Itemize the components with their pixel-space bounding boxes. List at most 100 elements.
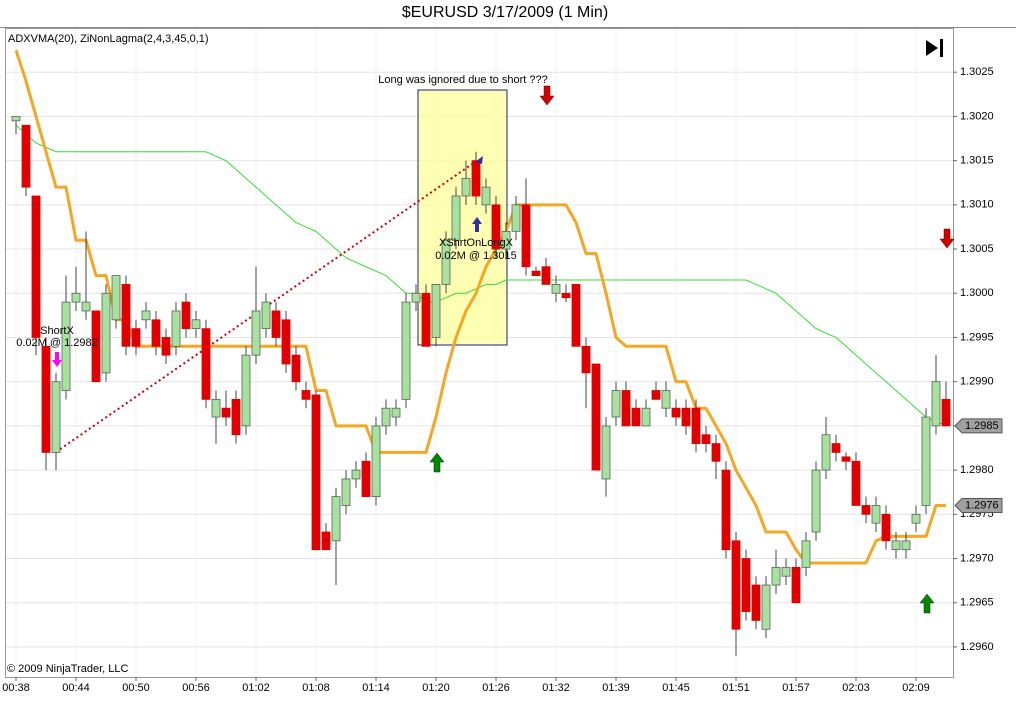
candle-body xyxy=(631,407,641,427)
candle-body xyxy=(101,292,111,374)
candle-body xyxy=(571,284,581,347)
arrow-down xyxy=(539,85,555,106)
candle-body xyxy=(471,160,481,197)
arrow-exit xyxy=(472,217,482,232)
candle-body xyxy=(251,310,261,356)
candle-body xyxy=(551,284,561,294)
play-icon-bar xyxy=(940,39,943,57)
candle-body xyxy=(531,270,541,276)
candle-body xyxy=(191,319,201,330)
y-tick-label: 1.2980 xyxy=(960,464,994,476)
candle-body xyxy=(41,345,51,453)
candle-body xyxy=(241,354,251,427)
candle-body xyxy=(401,301,411,400)
candle-body xyxy=(321,531,331,551)
candle-body xyxy=(61,301,71,391)
candle-body xyxy=(651,390,661,400)
y-tick-label: 1.3025 xyxy=(960,66,994,78)
annotation: XShrtOnLongX xyxy=(439,237,514,249)
candle-body xyxy=(891,540,901,551)
candle-body xyxy=(771,566,781,586)
arrow-exit xyxy=(475,156,483,164)
indicator-label: ADXVMA(20), ZiNonLagma(2,4,3,45,0,1) xyxy=(8,33,209,45)
y-tick-label: 1.3005 xyxy=(960,243,994,255)
candle-body xyxy=(211,398,221,418)
candle-body xyxy=(921,416,931,506)
candle-body xyxy=(301,390,311,400)
candle-body xyxy=(281,319,291,365)
candle-body xyxy=(481,186,491,206)
annotation: 0.02M @ 1.2982 xyxy=(16,337,98,349)
candle-body xyxy=(791,566,801,604)
indicator-line xyxy=(15,124,947,427)
candle-body xyxy=(711,443,721,462)
x-tick-label: 00:56 xyxy=(182,682,210,694)
x-tick-label: 01:57 xyxy=(782,682,810,694)
arrow-up xyxy=(429,452,445,473)
annotation: 0.02M @ 1.3015 xyxy=(435,250,517,262)
candle-body xyxy=(511,204,521,232)
candle-body xyxy=(751,584,761,621)
candle-body xyxy=(761,584,771,630)
candle-body xyxy=(31,195,41,338)
chart-title: $EURUSD 3/17/2009 (1 Min) xyxy=(402,4,608,21)
arrow-up xyxy=(919,593,935,614)
arrow-down xyxy=(939,228,955,249)
y-tick-label: 1.3010 xyxy=(960,199,994,211)
y-tick-label: 1.3015 xyxy=(960,155,994,167)
candle-body xyxy=(361,460,371,498)
candle-body xyxy=(591,363,601,471)
candle-body xyxy=(261,301,271,330)
candle-body xyxy=(691,407,701,444)
candle-body xyxy=(671,407,681,418)
candle-body xyxy=(681,407,691,427)
price-marker xyxy=(954,497,1003,513)
candle-body xyxy=(121,284,131,347)
candle-body xyxy=(641,407,651,427)
y-tick-label: 1.2995 xyxy=(960,331,994,343)
candle-body xyxy=(601,425,611,480)
annotation: Long was ignored due to short ??? xyxy=(378,74,547,86)
candle-body xyxy=(901,540,911,551)
candle-body xyxy=(831,443,841,453)
x-tick-label: 00:38 xyxy=(2,682,30,694)
candle-body xyxy=(731,540,741,630)
candle-body xyxy=(461,177,471,197)
candle-body xyxy=(871,505,881,524)
candle-body xyxy=(151,319,161,347)
y-tick-label: 1.3020 xyxy=(960,110,994,122)
candle-body xyxy=(781,566,791,577)
candle-body xyxy=(421,292,431,347)
candle-body xyxy=(931,381,941,427)
candle-body xyxy=(291,354,301,383)
x-tick-label: 02:09 xyxy=(902,682,930,694)
indicator-lines xyxy=(14,49,947,565)
x-tick-label: 02:03 xyxy=(842,682,870,694)
candle-body xyxy=(21,124,31,188)
candle-body xyxy=(221,407,231,418)
candle-body xyxy=(161,337,171,356)
candle-body xyxy=(841,456,851,462)
play-icon xyxy=(926,40,938,56)
y-tick-label: 1.2960 xyxy=(960,641,994,653)
x-tick-label: 01:20 xyxy=(422,682,450,694)
candle-body xyxy=(801,540,811,568)
candle-body xyxy=(381,407,391,427)
candle-body xyxy=(561,292,571,299)
x-tick-label: 01:51 xyxy=(722,682,750,694)
candle-body xyxy=(71,292,81,303)
price-marker-label: 1.2985 xyxy=(965,420,999,432)
indicator-line xyxy=(14,49,946,565)
candle-body xyxy=(621,390,631,427)
candle-body xyxy=(271,310,281,338)
candle-body xyxy=(811,469,821,533)
candle-body xyxy=(51,381,61,453)
x-tick-label: 01:26 xyxy=(482,682,510,694)
signal-arrows xyxy=(52,39,955,614)
candle-body xyxy=(181,301,191,330)
candle-body xyxy=(411,292,421,303)
candle-body xyxy=(441,239,451,285)
candle-body xyxy=(111,275,121,321)
